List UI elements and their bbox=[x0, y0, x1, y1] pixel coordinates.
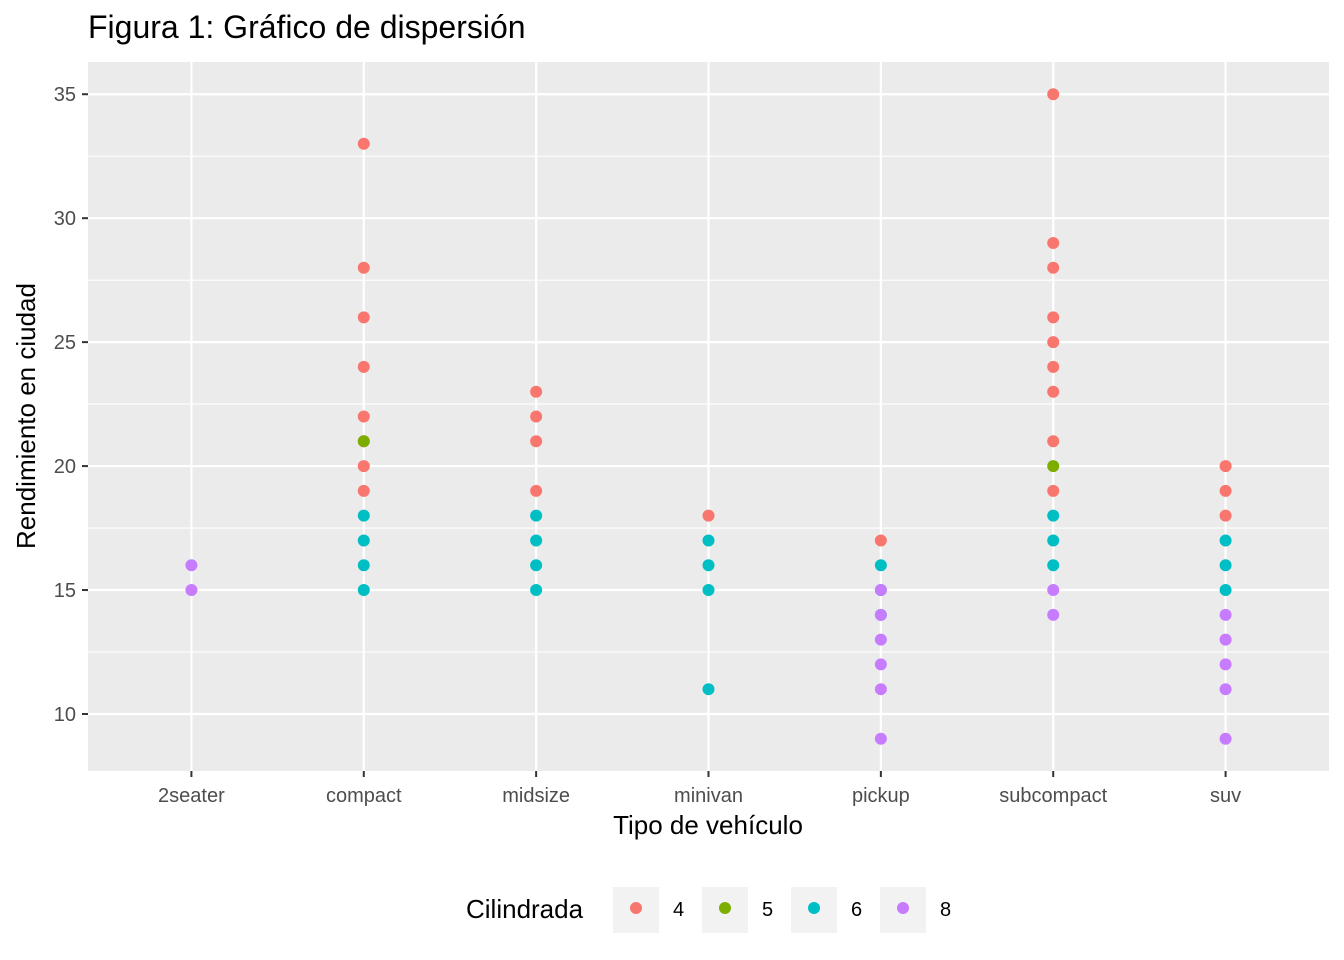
data-point bbox=[357, 410, 370, 423]
y-tick-label: 10 bbox=[54, 704, 76, 726]
data-point bbox=[1219, 559, 1232, 572]
data-point bbox=[1219, 484, 1232, 497]
y-tick-label: 30 bbox=[54, 208, 76, 230]
data-point bbox=[357, 534, 370, 547]
x-tick-label: compact bbox=[326, 785, 402, 807]
data-point bbox=[1047, 534, 1060, 547]
data-point bbox=[1047, 311, 1060, 324]
data-point bbox=[1219, 683, 1232, 696]
data-point bbox=[1219, 633, 1232, 646]
legend-label: 4 bbox=[673, 899, 684, 921]
data-point bbox=[874, 584, 887, 597]
data-point bbox=[874, 732, 887, 745]
data-point bbox=[874, 534, 887, 547]
data-point bbox=[1047, 435, 1060, 448]
data-point bbox=[1047, 509, 1060, 522]
data-point bbox=[1219, 608, 1232, 621]
legend-marker bbox=[630, 902, 642, 914]
y-axis: 10 15 20 25 30 35 bbox=[54, 84, 88, 726]
legend-label: 6 bbox=[851, 899, 862, 921]
data-point bbox=[1047, 88, 1060, 101]
legend: Cilindrada 4 5 6 8 bbox=[466, 887, 951, 933]
y-tick-label: 25 bbox=[54, 332, 76, 354]
y-tick-label: 20 bbox=[54, 456, 76, 478]
data-point bbox=[185, 584, 198, 597]
x-axis: 2seater compact midsize minivan pickup subcom… bbox=[158, 771, 1241, 807]
data-point bbox=[874, 608, 887, 621]
data-point bbox=[1219, 509, 1232, 522]
legend-label: 8 bbox=[940, 899, 951, 921]
data-point bbox=[1047, 236, 1060, 249]
y-tick-label: 15 bbox=[54, 580, 76, 602]
data-point bbox=[702, 534, 715, 547]
x-tick-label: minivan bbox=[674, 785, 743, 807]
data-point bbox=[1047, 460, 1060, 473]
x-axis-title: Tipo de vehículo bbox=[613, 810, 803, 840]
y-tick-label: 35 bbox=[54, 84, 76, 106]
y-axis-title: Rendimiento en ciudad bbox=[11, 283, 41, 549]
data-point bbox=[874, 683, 887, 696]
data-point bbox=[357, 311, 370, 324]
data-point bbox=[702, 559, 715, 572]
data-point bbox=[1219, 732, 1232, 745]
legend-marker bbox=[808, 902, 820, 914]
chart-title: Figura 1: Gráfico de dispersión bbox=[88, 9, 526, 45]
data-points bbox=[185, 88, 1232, 745]
legend-marker bbox=[897, 902, 909, 914]
data-point bbox=[1047, 484, 1060, 497]
data-point bbox=[357, 509, 370, 522]
data-point bbox=[874, 633, 887, 646]
data-point bbox=[357, 584, 370, 597]
data-point bbox=[530, 484, 543, 497]
data-point bbox=[1219, 460, 1232, 473]
data-point bbox=[185, 559, 198, 572]
data-point bbox=[1047, 385, 1060, 398]
data-point bbox=[357, 137, 370, 150]
legend-marker bbox=[719, 902, 731, 914]
x-tick-label: midsize bbox=[502, 785, 570, 807]
data-point bbox=[1047, 559, 1060, 572]
data-point bbox=[1047, 360, 1060, 373]
data-point bbox=[357, 360, 370, 373]
data-point bbox=[1219, 584, 1232, 597]
data-point bbox=[1047, 608, 1060, 621]
x-tick-label: pickup bbox=[852, 785, 910, 807]
data-point bbox=[530, 509, 543, 522]
data-point bbox=[530, 435, 543, 448]
data-point bbox=[874, 658, 887, 671]
x-tick-label: subcompact bbox=[999, 785, 1107, 807]
data-point bbox=[530, 410, 543, 423]
data-point bbox=[702, 683, 715, 696]
data-point bbox=[530, 559, 543, 572]
data-point bbox=[357, 435, 370, 448]
data-point bbox=[357, 559, 370, 572]
x-tick-label: 2seater bbox=[158, 785, 225, 807]
data-point bbox=[702, 584, 715, 597]
data-point bbox=[357, 460, 370, 473]
x-tick-label: suv bbox=[1210, 785, 1241, 807]
data-point bbox=[1047, 261, 1060, 274]
data-point bbox=[874, 559, 887, 572]
data-point bbox=[1047, 584, 1060, 597]
data-point bbox=[357, 484, 370, 497]
data-point bbox=[1219, 658, 1232, 671]
data-point bbox=[1219, 534, 1232, 547]
data-point bbox=[1047, 336, 1060, 349]
legend-label: 5 bbox=[762, 899, 773, 921]
data-point bbox=[357, 261, 370, 274]
legend-title: Cilindrada bbox=[466, 894, 584, 924]
data-point bbox=[530, 534, 543, 547]
data-point bbox=[530, 584, 543, 597]
data-point bbox=[702, 509, 715, 522]
data-point bbox=[530, 385, 543, 398]
